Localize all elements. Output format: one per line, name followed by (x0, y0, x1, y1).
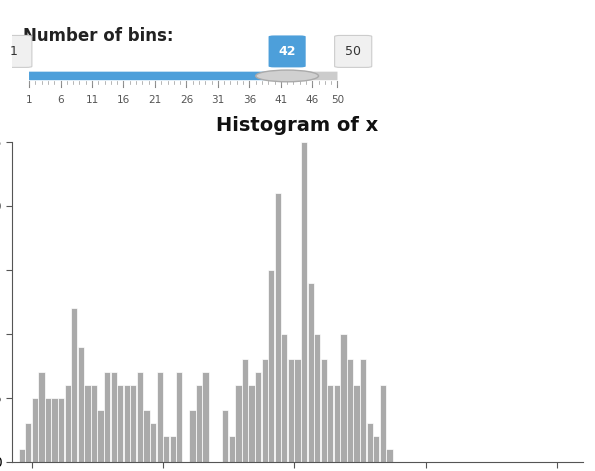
Text: 36: 36 (243, 95, 256, 105)
Text: 1: 1 (26, 95, 32, 105)
Bar (71, 308, 77, 462)
Bar (281, 334, 287, 462)
Text: Number of bins:: Number of bins: (23, 27, 174, 45)
Bar (156, 372, 163, 462)
Bar (242, 359, 248, 462)
Bar (78, 347, 84, 462)
FancyBboxPatch shape (0, 35, 32, 67)
Text: 16: 16 (117, 95, 130, 105)
Text: 41: 41 (274, 95, 287, 105)
Bar (38, 372, 45, 462)
Text: 21: 21 (148, 95, 162, 105)
Bar (51, 398, 58, 462)
Text: 46: 46 (306, 95, 319, 105)
Bar (32, 398, 38, 462)
Bar (255, 372, 261, 462)
Bar (84, 385, 90, 462)
Bar (288, 359, 294, 462)
Bar (137, 372, 143, 462)
Bar (163, 436, 170, 462)
Bar (373, 436, 380, 462)
Bar (228, 436, 235, 462)
Bar (196, 385, 202, 462)
Bar (143, 410, 149, 462)
Bar (308, 283, 314, 462)
Bar (18, 449, 25, 462)
Bar (314, 334, 320, 462)
Bar (268, 270, 274, 462)
FancyBboxPatch shape (268, 35, 306, 67)
FancyBboxPatch shape (334, 35, 372, 67)
Bar (170, 436, 176, 462)
Text: 11: 11 (85, 95, 99, 105)
Text: 31: 31 (211, 95, 224, 105)
Bar (301, 142, 307, 462)
Bar (124, 385, 130, 462)
Bar (202, 372, 209, 462)
Text: 1: 1 (10, 45, 17, 58)
Text: 50: 50 (345, 45, 361, 58)
Bar (235, 385, 242, 462)
Bar (117, 385, 123, 462)
FancyBboxPatch shape (287, 72, 337, 80)
Bar (353, 385, 360, 462)
Bar (45, 398, 51, 462)
Bar (91, 385, 97, 462)
Bar (111, 372, 117, 462)
Bar (347, 359, 353, 462)
FancyBboxPatch shape (29, 72, 287, 80)
Bar (275, 193, 281, 462)
Bar (176, 372, 183, 462)
Title: Histogram of x: Histogram of x (217, 116, 378, 135)
Text: 50: 50 (331, 95, 344, 105)
Bar (327, 385, 333, 462)
Bar (367, 423, 373, 462)
Bar (386, 449, 393, 462)
Bar (189, 410, 196, 462)
Bar (98, 410, 104, 462)
Text: 26: 26 (180, 95, 193, 105)
Bar (222, 410, 228, 462)
Bar (295, 359, 300, 462)
Bar (65, 385, 71, 462)
Bar (249, 385, 255, 462)
Bar (321, 359, 327, 462)
Bar (104, 372, 110, 462)
Bar (340, 334, 346, 462)
Bar (380, 385, 386, 462)
Bar (334, 385, 340, 462)
Bar (360, 359, 367, 462)
Bar (58, 398, 64, 462)
Bar (150, 423, 156, 462)
Circle shape (256, 70, 318, 82)
Bar (262, 359, 268, 462)
Bar (25, 423, 32, 462)
Text: 6: 6 (57, 95, 64, 105)
Text: 42: 42 (278, 45, 296, 58)
Bar (130, 385, 136, 462)
